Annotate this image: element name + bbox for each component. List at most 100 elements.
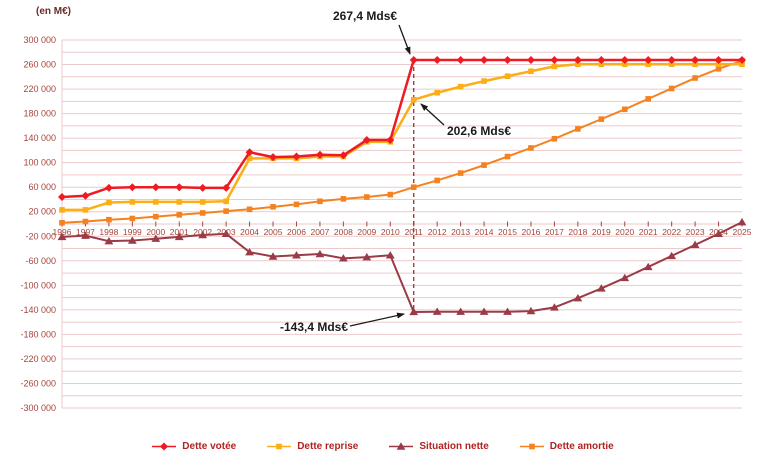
y-tick-label: 60 000 [28,182,56,192]
x-tick-label: 2006 [287,227,306,237]
series-marker [81,231,90,239]
series-line [61,221,743,313]
series-marker [620,273,630,282]
x-tick-label: 2019 [592,227,611,237]
series-marker [104,236,114,245]
series-marker [340,196,347,202]
x-tick-label: 2007 [310,227,329,237]
x-tick-label: 2008 [334,227,353,237]
series-marker [714,55,723,64]
y-tick-label: -180 000 [20,329,56,339]
series-marker [715,61,722,68]
series-marker [692,75,698,81]
series-marker [151,234,161,242]
x-tick-label: 2003 [217,227,236,237]
series-marker [315,150,324,159]
legend-item: Dette votée [151,441,236,452]
x-tick-label: 2005 [264,227,283,237]
series-marker [456,55,465,64]
series-marker [434,89,440,96]
annotation-label: 267,4 Mds€ [333,9,397,23]
series-marker [386,135,395,144]
y-tick-label: 100 000 [23,158,56,168]
series-marker [129,199,136,205]
x-tick-label: 2004 [240,227,259,237]
series-marker [385,251,395,259]
series-marker [245,148,254,157]
series-marker [667,251,677,260]
series-marker [667,55,676,64]
series-marker [598,116,605,122]
annotation-arrow [420,103,445,126]
series-marker [550,55,559,64]
series-marker [691,55,700,64]
y-tick-label: 140 000 [23,133,56,143]
series-marker [409,307,419,316]
series-marker [551,135,558,142]
series-marker [174,232,184,241]
series-marker [292,251,301,259]
series-marker [59,219,65,226]
series-marker [526,306,536,315]
series-marker [293,201,300,208]
legend-item: Situation nette [388,441,489,452]
legend-label: Situation nette [419,441,489,452]
series-line [61,59,743,224]
series-marker [621,106,628,113]
series-marker [504,73,511,79]
series-marker [434,177,440,184]
series-marker [362,135,371,144]
series-marker [396,442,406,450]
series-marker [481,78,487,84]
series-marker [714,229,723,238]
x-tick-label: 2015 [498,227,517,237]
x-tick-label: 2020 [615,227,634,237]
y-tick-label: 300 000 [23,35,56,45]
series-marker [573,294,583,302]
series-marker [598,61,605,68]
series-marker [223,198,229,205]
series-marker [246,155,253,162]
series-marker [457,83,464,90]
legend-marker-icon [267,443,292,450]
series-marker [82,207,89,213]
legend-marker-icon [389,442,414,450]
series-marker [550,303,559,311]
series-marker [315,249,325,258]
series-marker [573,55,582,64]
series-marker [410,184,417,190]
y-axis-title: (en M€) [36,6,71,17]
x-tick-label: 2018 [568,227,587,237]
series-marker [339,151,348,160]
series-marker [245,248,254,256]
series-marker [57,232,67,241]
series-marker [269,153,278,162]
series-marker [198,183,207,192]
series-marker [551,63,558,70]
series-marker [127,236,137,244]
x-tick-label: 1999 [123,227,142,237]
series-marker [222,183,231,192]
series-marker [176,199,183,205]
series-marker [645,61,652,68]
series-marker [246,206,253,213]
x-tick-label: 2000 [146,227,165,237]
series-marker [58,193,66,202]
annotation-arrow [349,312,405,327]
series-marker [433,55,442,64]
series-marker [199,210,206,216]
series-marker [668,61,675,68]
series-marker [81,191,90,200]
series-marker [106,216,112,223]
legend-item: Dette reprise [266,441,358,452]
series-marker [409,55,418,64]
y-tick-label: -60 000 [25,256,56,266]
x-tick-label: 2022 [662,227,681,237]
x-tick-label: 2012 [428,227,447,237]
y-tick-label: 20 000 [28,207,56,217]
annotation-label: -143,4 Mds€ [280,320,348,334]
series-marker [268,252,278,260]
series-marker [690,240,700,249]
series-marker [620,55,629,64]
